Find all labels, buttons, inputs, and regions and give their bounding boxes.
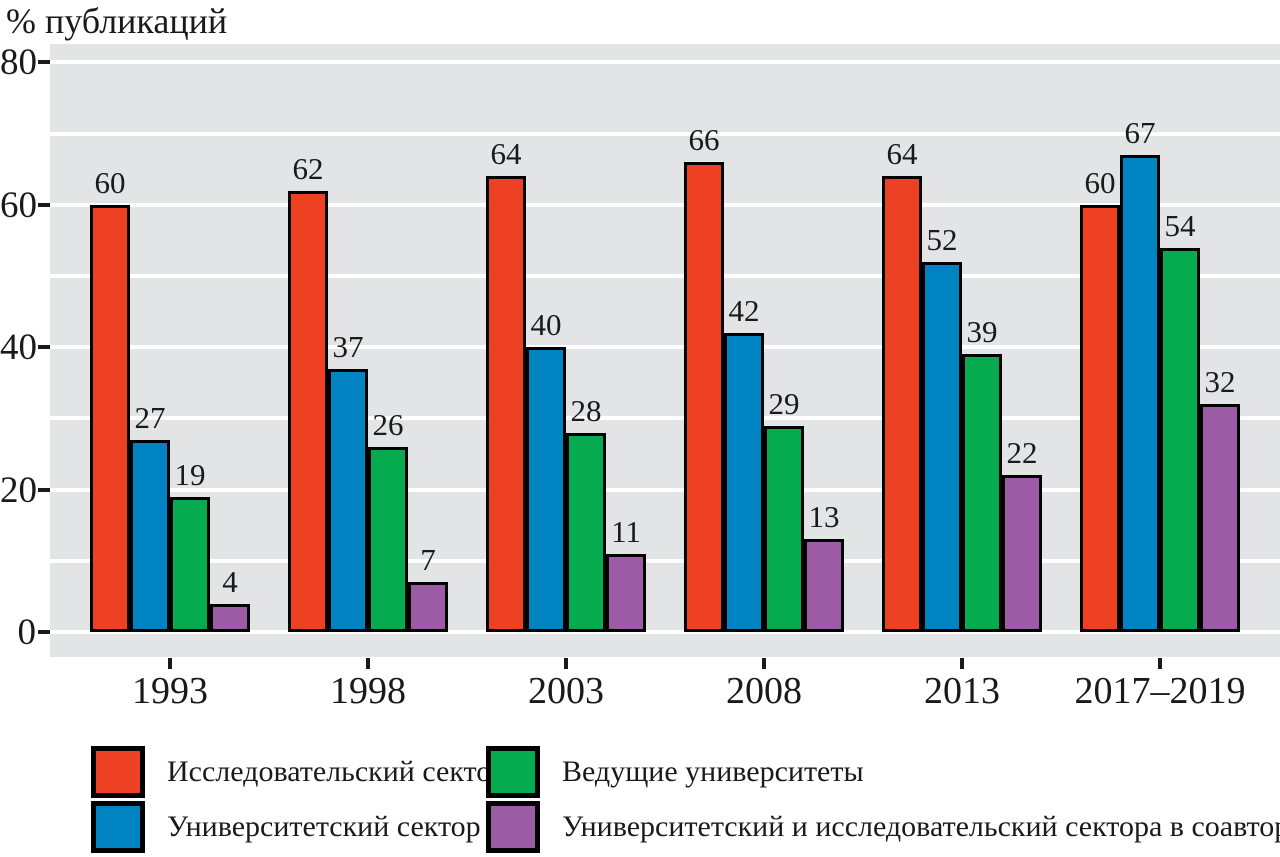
gridline	[50, 274, 1280, 278]
bar	[566, 433, 606, 632]
gridline	[50, 202, 1280, 207]
plot-area: 60 27 19 4 62 37 26 7 64 40 28 11 66 42 29 13 64 52 39 22 60…	[50, 44, 1280, 657]
bar	[526, 347, 566, 632]
y-axis-tick-label: 20	[0, 469, 37, 511]
x-axis-tick	[168, 658, 172, 669]
x-axis-tick	[564, 658, 568, 669]
x-axis-tick	[1158, 658, 1162, 669]
bar-value-label: 64	[886, 136, 918, 172]
legend-swatch	[91, 746, 145, 798]
bar	[1160, 248, 1200, 632]
x-axis-tick	[366, 658, 370, 669]
bar	[1120, 155, 1160, 632]
bar-value-label: 28	[570, 392, 602, 428]
bar	[922, 262, 962, 632]
bar-value-label: 52	[926, 221, 958, 257]
legend-item: Университетский сектор	[91, 801, 481, 853]
bar	[90, 205, 130, 632]
bar-value-label: 26	[372, 406, 404, 442]
y-axis-tick	[38, 630, 50, 634]
x-axis-tick	[762, 658, 766, 669]
y-axis-tick-label: 80	[0, 42, 37, 84]
legend-label: Исследовательский сектор	[167, 755, 507, 788]
bar	[368, 447, 408, 632]
gridline	[50, 487, 1280, 492]
bar	[804, 539, 844, 632]
bar	[1080, 205, 1120, 632]
gridline	[50, 60, 1280, 65]
gridline	[50, 416, 1280, 421]
x-axis-tick-label: 1998	[330, 670, 406, 712]
legend-label: Университетский и исследовательский сект…	[562, 810, 1280, 843]
bar	[606, 554, 646, 632]
bar	[764, 426, 804, 632]
bar	[486, 176, 526, 632]
x-axis-tick	[960, 658, 964, 669]
bar	[288, 191, 328, 632]
x-axis-tick-label: 1993	[132, 670, 208, 712]
bar-value-label: 60	[1084, 164, 1116, 200]
bar	[328, 369, 368, 632]
legend-item: Исследовательский сектор	[91, 746, 506, 798]
gridline	[50, 345, 1280, 350]
legend-item: Ведущие университеты	[486, 746, 864, 798]
x-axis-tick-label: 2008	[726, 670, 802, 712]
bar	[684, 162, 724, 632]
y-axis-tick-label: 60	[0, 184, 37, 226]
bar	[1002, 475, 1042, 632]
bar-value-label: 29	[768, 385, 800, 421]
bar	[882, 176, 922, 632]
bar-value-label: 62	[292, 150, 324, 186]
y-axis-tick	[38, 60, 50, 65]
x-axis-tick-label: 2017–2019	[1074, 670, 1246, 712]
bar-value-label: 27	[134, 399, 166, 435]
bar-value-label: 19	[174, 456, 206, 492]
gridline	[50, 558, 1280, 563]
gridline	[50, 630, 1280, 634]
legend-item: Университетский и исследовательский сект…	[486, 801, 1280, 853]
bar-value-label: 60	[94, 164, 126, 200]
y-axis-tick-label: 0	[17, 612, 37, 653]
chart-title: % публикаций	[6, 1, 228, 41]
x-axis-tick-label: 2003	[528, 670, 604, 712]
bar-value-label: 67	[1124, 114, 1156, 150]
bar	[724, 333, 764, 632]
bar-value-label: 64	[490, 136, 522, 172]
y-axis-tick	[38, 345, 50, 350]
bar	[130, 440, 170, 632]
bar-value-label: 42	[728, 292, 760, 328]
bar-value-label: 39	[966, 314, 998, 350]
bar-value-label: 54	[1164, 207, 1196, 243]
bar-value-label: 40	[530, 307, 562, 343]
bar-value-label: 32	[1204, 364, 1236, 400]
bar-value-label: 37	[332, 328, 364, 364]
legend-label: Университетский сектор	[167, 810, 481, 843]
bar	[210, 604, 250, 632]
bar-value-label: 4	[222, 563, 238, 599]
y-axis-tick	[38, 487, 50, 492]
bar	[408, 582, 448, 632]
legend-swatch	[486, 801, 540, 853]
bar	[962, 354, 1002, 632]
gridline	[50, 131, 1280, 136]
bar-value-label: 11	[611, 513, 641, 549]
x-axis-tick-label: 2013	[924, 670, 1000, 712]
bar-value-label: 66	[688, 122, 720, 158]
legend-swatch	[486, 746, 540, 798]
bar-value-label: 7	[420, 542, 436, 578]
bar	[1200, 404, 1240, 632]
bar-value-label: 22	[1006, 435, 1038, 471]
bar-value-label: 13	[808, 499, 840, 535]
legend-swatch	[91, 801, 145, 853]
bar	[170, 497, 210, 632]
y-axis-tick-label: 40	[0, 327, 37, 369]
y-axis-tick	[38, 202, 50, 207]
legend-label: Ведущие университеты	[562, 755, 864, 788]
